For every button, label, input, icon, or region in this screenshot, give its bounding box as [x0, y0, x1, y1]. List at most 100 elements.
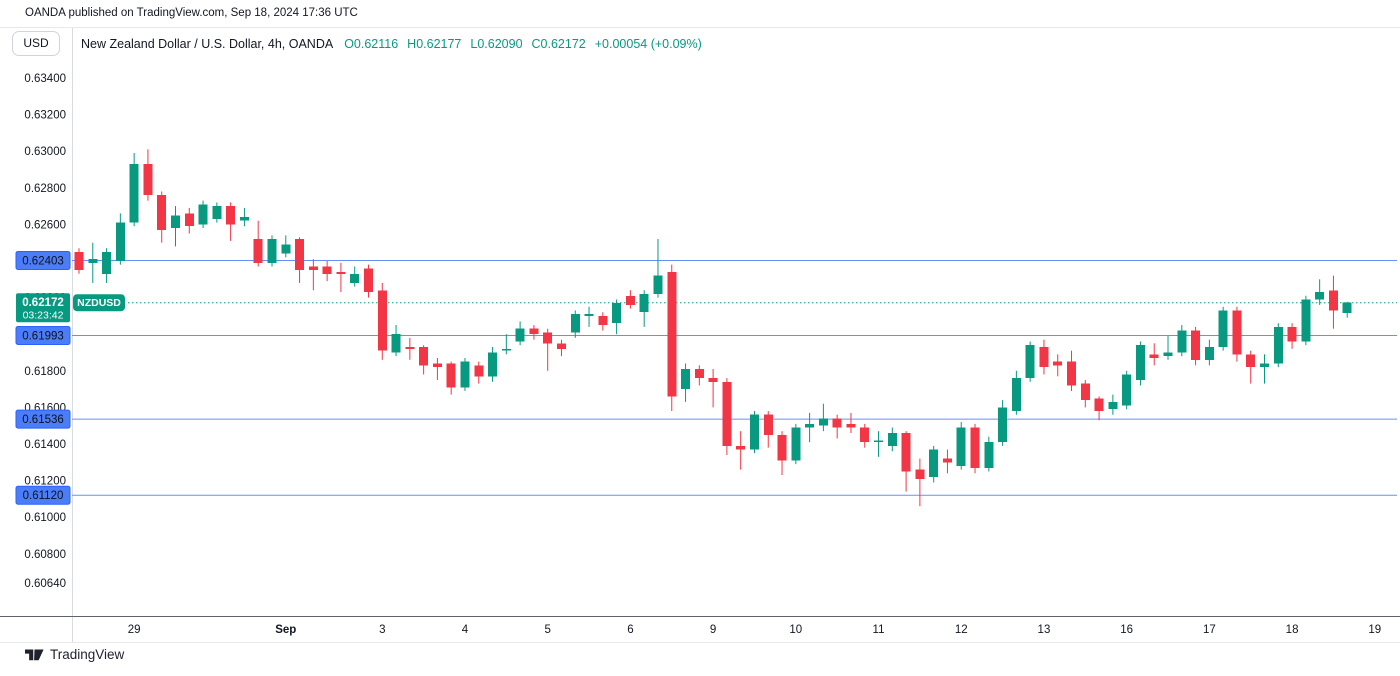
- price-line-label[interactable]: 0.62403: [15, 250, 71, 270]
- price-line-label[interactable]: 0.61536: [15, 409, 71, 429]
- candle: [901, 431, 911, 492]
- candle: [143, 149, 153, 201]
- candle: [391, 325, 401, 357]
- svg-text:3: 3: [379, 624, 385, 636]
- ohlc-open: O0.62116: [344, 36, 399, 51]
- attribution-text: OANDA published on TradingView.com, Sep …: [25, 7, 358, 19]
- candle: [956, 422, 966, 470]
- ohlc-low: L0.62090: [470, 36, 523, 51]
- svg-text:0.61993: 0.61993: [22, 330, 64, 342]
- candle: [694, 365, 704, 386]
- svg-text:0.63200: 0.63200: [24, 110, 66, 122]
- candle: [1191, 326, 1201, 366]
- svg-text:0.61536: 0.61536: [22, 414, 64, 426]
- svg-text:19: 19: [1368, 624, 1381, 636]
- candle: [722, 378, 732, 455]
- candle: [1260, 354, 1270, 384]
- candle: [488, 347, 498, 382]
- candle: [501, 334, 511, 355]
- attribution-bar: OANDA published on TradingView.com, Sep …: [0, 0, 1400, 28]
- candle: [253, 220, 263, 267]
- candle: [860, 423, 870, 448]
- svg-text:0.63400: 0.63400: [24, 73, 66, 85]
- time-axis[interactable]: 29 Sep 3 4 5 6 9 10 11 12 13 16 17 18 19: [128, 624, 1381, 636]
- ohlc-high: H0.62177: [407, 36, 462, 51]
- candle: [1094, 396, 1104, 421]
- tradingview-logo[interactable]: TradingView: [25, 646, 124, 663]
- candle: [102, 248, 112, 283]
- candle: [639, 290, 649, 327]
- candle: [1246, 350, 1256, 384]
- candle: [736, 431, 746, 470]
- candle: [846, 412, 856, 434]
- candle: [405, 337, 415, 360]
- tradingview-logo-icon: [25, 649, 44, 661]
- candle: [998, 400, 1008, 446]
- candle: [1149, 343, 1159, 366]
- candle: [625, 290, 635, 309]
- svg-text:0.62403: 0.62403: [22, 255, 64, 267]
- price-line-label[interactable]: 0.61993: [15, 325, 71, 345]
- svg-text:18: 18: [1286, 624, 1299, 636]
- candle: [818, 403, 828, 432]
- candle: [1067, 350, 1077, 391]
- candle: [653, 239, 663, 298]
- candle: [1039, 339, 1049, 375]
- candle: [446, 361, 456, 395]
- candle: [1273, 323, 1283, 368]
- candle: [942, 449, 952, 474]
- candle: [556, 339, 566, 357]
- candle: [763, 411, 773, 448]
- currency-toggle-button[interactable]: USD: [12, 31, 60, 56]
- symbol-title-row: New Zealand Dollar / U.S. Dollar, 4h, OA…: [81, 31, 702, 56]
- candles-layer: [74, 149, 1352, 507]
- svg-text:0.60640: 0.60640: [24, 578, 66, 590]
- candle: [363, 264, 373, 298]
- candle: [460, 357, 470, 391]
- svg-text:10: 10: [789, 624, 802, 636]
- svg-text:5: 5: [544, 624, 550, 636]
- candle: [1163, 336, 1173, 360]
- svg-text:12: 12: [955, 624, 968, 636]
- ohlc-close: C0.62172: [531, 36, 586, 51]
- candle: [681, 363, 691, 402]
- candle: [570, 310, 580, 338]
- svg-text:03:23:42: 03:23:42: [23, 310, 64, 322]
- candle: [1177, 325, 1187, 357]
- candle: [887, 427, 897, 452]
- candle: [308, 259, 318, 291]
- candle: [929, 445, 939, 483]
- candle: [129, 153, 139, 227]
- candle: [1342, 301, 1352, 318]
- candle: [1204, 339, 1214, 366]
- candle: [419, 345, 429, 375]
- candle: [377, 282, 387, 360]
- svg-text:0.61200: 0.61200: [24, 476, 66, 488]
- svg-text:16: 16: [1120, 624, 1133, 636]
- candle: [295, 237, 305, 283]
- candle: [157, 191, 167, 243]
- svg-text:0.62172: 0.62172: [22, 297, 64, 309]
- price-line-label[interactable]: 0.61120: [15, 485, 71, 505]
- candle: [667, 264, 677, 412]
- candle: [598, 312, 608, 331]
- candle: [1328, 275, 1338, 329]
- svg-text:NZDUSD: NZDUSD: [77, 297, 121, 309]
- horizontal-lines-layer: [72, 259, 1397, 496]
- candle: [791, 423, 801, 465]
- svg-text:4: 4: [462, 624, 469, 636]
- symbol-title[interactable]: New Zealand Dollar / U.S. Dollar, 4h, OA…: [81, 36, 334, 51]
- candle: [1080, 379, 1090, 408]
- svg-text:0.61400: 0.61400: [24, 439, 66, 451]
- svg-text:0.61000: 0.61000: [24, 512, 66, 524]
- tradingview-logo-text: TradingView: [50, 647, 125, 662]
- candle: [612, 299, 622, 335]
- candle: [984, 436, 994, 472]
- candle: [1232, 306, 1242, 362]
- candle: [1053, 354, 1063, 377]
- svg-text:9: 9: [710, 624, 716, 636]
- candle: [515, 321, 525, 346]
- candle: [239, 207, 249, 227]
